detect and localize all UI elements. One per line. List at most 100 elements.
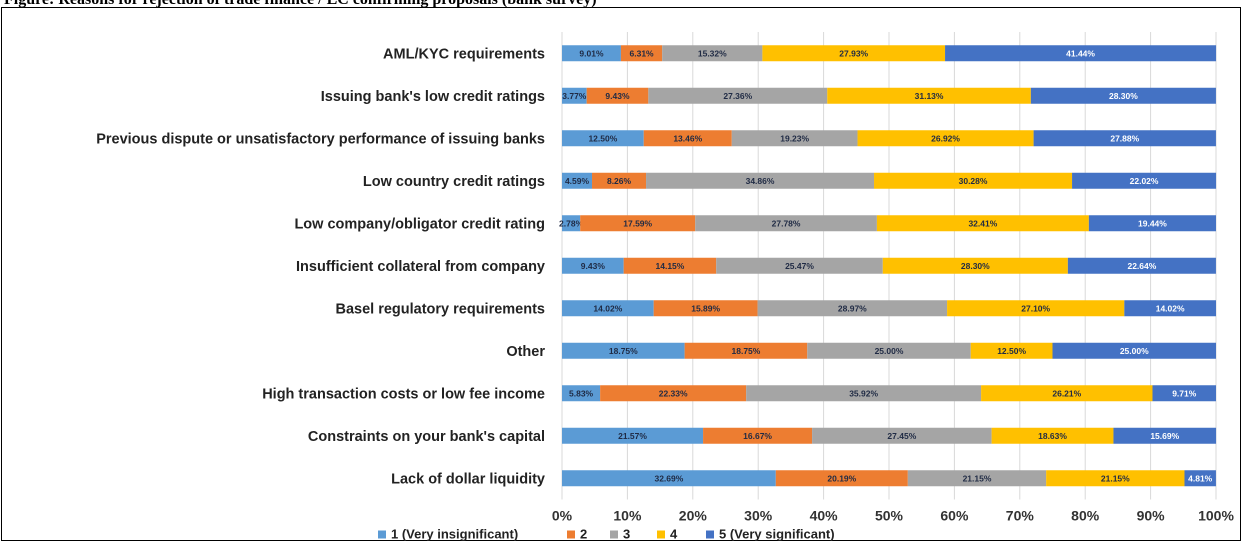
data-label: 16.67% <box>743 431 772 441</box>
bar-segment <box>562 470 776 487</box>
bar-segment <box>648 87 828 104</box>
bar-segment <box>562 172 593 189</box>
data-label: 27.36% <box>723 91 752 101</box>
legend-swatch <box>610 530 618 539</box>
data-label: 14.02% <box>593 303 622 313</box>
data-label: 6.31% <box>630 48 655 58</box>
data-label: 28.30% <box>961 261 990 271</box>
legend-label: 4 <box>670 527 678 542</box>
bar-segment <box>945 45 1217 62</box>
bar-segment <box>562 87 587 104</box>
data-label: 15.89% <box>691 303 720 313</box>
data-label: 21.57% <box>618 431 647 441</box>
bar-segment <box>947 300 1125 317</box>
data-label: 20.19% <box>827 473 856 483</box>
data-label: 15.69% <box>1150 431 1179 441</box>
bar-segment <box>746 385 982 402</box>
data-label: 25.47% <box>785 261 814 271</box>
bar-segment <box>1113 427 1217 444</box>
data-label: 14.02% <box>1156 303 1185 313</box>
chart-frame <box>1 7 1241 541</box>
bar-segment <box>1052 342 1216 359</box>
data-label: 28.30% <box>1109 91 1138 101</box>
data-label: 28.97% <box>838 303 867 313</box>
data-label: 27.45% <box>887 431 916 441</box>
data-label: 18.75% <box>609 346 638 356</box>
x-tick-label: 60% <box>940 508 969 524</box>
bar-segment <box>907 470 1047 487</box>
data-label: 21.15% <box>963 473 992 483</box>
data-label: 15.32% <box>698 48 727 58</box>
bar-segment <box>807 342 971 359</box>
data-label: 41.44% <box>1066 48 1095 58</box>
data-label: 12.50% <box>588 133 617 143</box>
bar-segment <box>684 342 808 359</box>
category-label: Basel regulatory requirements <box>335 301 545 317</box>
data-label: 4.59% <box>565 176 590 186</box>
bar-segment <box>731 130 858 147</box>
bar-segment <box>562 385 601 402</box>
bars: 9.01% 6.31% 15.32% 27.93% 41.44% 3.77% 9.43% 27… <box>559 45 1217 487</box>
legend-label: 1 (Very insignificant) <box>391 527 518 542</box>
bar-segment <box>874 172 1073 189</box>
data-label: 12.50% <box>997 346 1026 356</box>
data-label: 19.23% <box>780 133 809 143</box>
data-label: 27.93% <box>839 48 868 58</box>
data-label: 9.71% <box>1172 388 1197 398</box>
bar-segment <box>592 172 647 189</box>
legend-swatch <box>567 530 575 539</box>
bar-segment <box>812 427 992 444</box>
data-label: 18.63% <box>1038 431 1067 441</box>
x-tick-label: 10% <box>613 508 642 524</box>
bar-segment <box>981 385 1153 402</box>
bar-segment <box>623 257 717 274</box>
data-label: 9.43% <box>581 261 606 271</box>
bar-segment <box>1152 385 1216 402</box>
bar-segment <box>580 215 696 232</box>
category-label: Other <box>506 344 545 360</box>
data-label: 32.41% <box>968 218 997 228</box>
data-label: 30.28% <box>959 176 988 186</box>
bar-segment <box>1088 215 1216 232</box>
x-tick-label: 30% <box>744 508 773 524</box>
bar-segment <box>882 257 1068 274</box>
bar-segment <box>562 427 704 444</box>
category-labels: AML/KYC requirements Issuing bank's low c… <box>96 46 545 487</box>
x-tick-label: 70% <box>1006 508 1035 524</box>
data-label: 35.92% <box>849 388 878 398</box>
bar-segment <box>1067 257 1216 274</box>
data-label: 8.26% <box>607 176 632 186</box>
data-label: 17.59% <box>623 218 652 228</box>
data-label: 18.75% <box>732 346 761 356</box>
category-label: Lack of dollar liquidity <box>391 471 545 487</box>
data-label: 14.15% <box>656 261 685 271</box>
bar-segment <box>1072 172 1217 189</box>
bar-segment <box>775 470 908 487</box>
bar-segment <box>716 257 883 274</box>
bar-segment <box>600 385 747 402</box>
data-label: 27.88% <box>1110 133 1139 143</box>
category-label: Insufficient collateral from company <box>296 259 545 275</box>
category-label: Constraints on your bank's capital <box>308 429 545 445</box>
bar-segment <box>827 87 1031 104</box>
category-label: Low company/obligator credit rating <box>294 216 545 232</box>
bar-segment <box>562 45 621 62</box>
bar-segment <box>662 45 763 62</box>
legend-swatch <box>657 530 665 539</box>
data-label: 26.21% <box>1052 388 1081 398</box>
bar-segment <box>857 130 1034 147</box>
data-label: 32.69% <box>654 473 683 483</box>
bar-segment <box>653 300 758 317</box>
bar-segment <box>620 45 663 62</box>
category-label: Previous dispute or unsatisfactory perfo… <box>96 131 545 147</box>
x-tick-label: 80% <box>1071 508 1100 524</box>
data-label: 27.78% <box>772 218 801 228</box>
data-label: 25.00% <box>1120 346 1149 356</box>
data-label: 9.43% <box>605 91 630 101</box>
data-label: 22.64% <box>1127 261 1156 271</box>
bar-segment <box>1046 470 1185 487</box>
x-tick-label: 100% <box>1198 508 1234 524</box>
bar-segment <box>562 300 654 317</box>
data-label: 27.10% <box>1021 303 1050 313</box>
category-label: Issuing bank's low credit ratings <box>321 89 545 105</box>
